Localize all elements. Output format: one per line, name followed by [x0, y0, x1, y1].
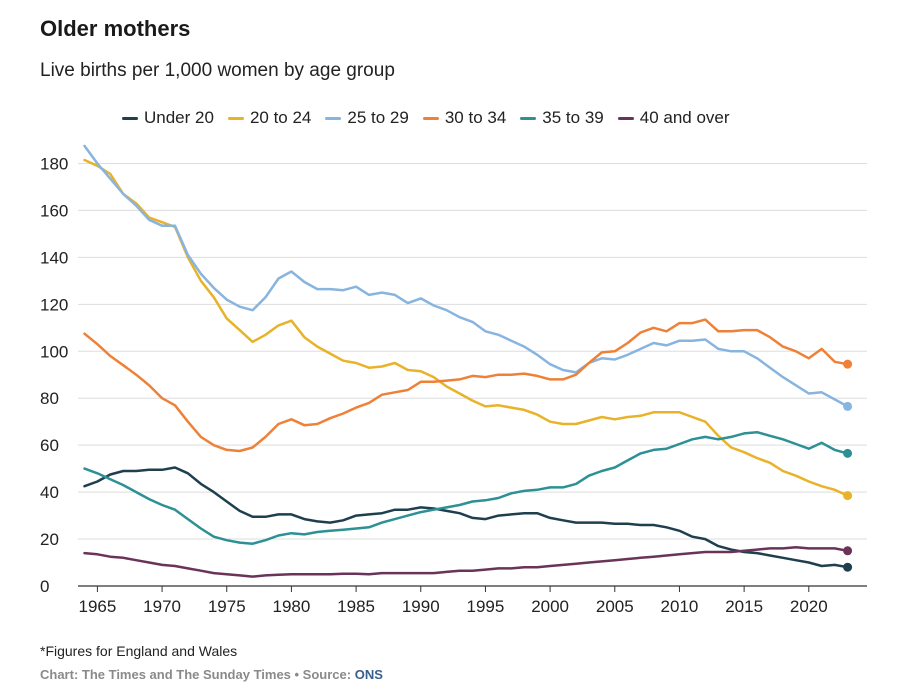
series-endpoints	[843, 359, 853, 572]
legend-label: 40 and over	[639, 108, 730, 127]
x-tick-label: 1985	[337, 597, 375, 616]
x-tick-label: 2005	[596, 597, 634, 616]
footnote: *Figures for England and Wales	[40, 643, 238, 659]
series-lines	[83, 144, 849, 578]
legend-swatch	[227, 116, 244, 120]
endpoint-marker-under-20	[843, 562, 853, 572]
y-tick-label: 100	[40, 342, 68, 361]
credits: Chart: The Times and The Sunday Times • …	[40, 667, 383, 682]
y-tick-label: 160	[40, 201, 68, 220]
y-tick-label: 120	[40, 295, 68, 314]
x-tick-label: 1965	[78, 597, 116, 616]
legend-item: 35 to 39	[520, 108, 604, 128]
chart-title: Older mothers	[40, 16, 191, 41]
endpoint-marker-20-to-24	[843, 491, 853, 501]
x-tick-label: 1970	[143, 597, 181, 616]
y-tick-label: 180	[40, 154, 68, 173]
y-tick-label: 40	[40, 483, 59, 502]
endpoint-marker-40-and-over	[843, 546, 853, 556]
y-tick-label: 140	[40, 248, 68, 267]
legend-swatch	[422, 116, 439, 120]
series-line-30-to-34	[83, 318, 849, 453]
credits-text: Chart: The Times and The Sunday Times • …	[40, 667, 355, 682]
legend-swatch	[325, 116, 342, 120]
source-link[interactable]: ONS	[354, 667, 383, 682]
x-tick-label: 2010	[661, 597, 699, 616]
x-tick-label: 2015	[725, 597, 763, 616]
series-line-under-20	[83, 466, 849, 569]
legend-swatch	[520, 116, 537, 120]
legend-item: 40 and over	[617, 108, 730, 128]
legend-label: 20 to 24	[249, 108, 312, 127]
series-line-40-and-over	[83, 546, 849, 578]
legend-item: 30 to 34	[422, 108, 507, 128]
series-line-25-to-29	[83, 144, 849, 408]
endpoint-marker-25-to-29	[843, 401, 853, 411]
legend-item: 20 to 24	[227, 108, 312, 128]
legend-swatch	[122, 116, 138, 120]
x-tick-label: 2000	[531, 597, 569, 616]
legend-item: 25 to 29	[325, 108, 409, 128]
y-tick-label: 60	[40, 436, 59, 455]
x-axis-ticks: 1965 1970 1975 1980 1985 1990 1995 2000 2005 2010…	[78, 586, 828, 616]
y-axis-ticks: 0 20 40 60 80 100 120 140 160 180	[40, 154, 68, 596]
legend-label: Under 20	[144, 108, 214, 127]
endpoint-marker-35-to-39	[843, 448, 853, 458]
endpoint-marker-30-to-34	[843, 359, 853, 369]
x-tick-label: 1975	[208, 597, 246, 616]
legend-label: 25 to 29	[347, 108, 409, 127]
line-chart: 0 20 40 60 80 100 120 140 160 180 1965 1970 1975 198…	[40, 144, 867, 616]
chart-subtitle: Live births per 1,000 women by age group	[40, 60, 395, 81]
x-tick-label: 1995	[467, 597, 505, 616]
x-tick-label: 1990	[402, 597, 440, 616]
legend-swatch	[617, 116, 634, 120]
legend: Under 20 20 to 24 25 to 29 30 to 34 35 t…	[122, 108, 730, 128]
y-tick-label: 0	[40, 577, 49, 596]
legend-label: 35 to 39	[542, 108, 604, 127]
legend-label: 30 to 34	[444, 108, 507, 127]
legend-item: Under 20	[122, 108, 214, 128]
x-tick-label: 2020	[790, 597, 828, 616]
y-tick-label: 80	[40, 389, 59, 408]
y-tick-label: 20	[40, 530, 59, 549]
series-line-35-to-39	[83, 430, 849, 545]
gridlines	[78, 162, 867, 587]
x-tick-label: 1980	[273, 597, 311, 616]
